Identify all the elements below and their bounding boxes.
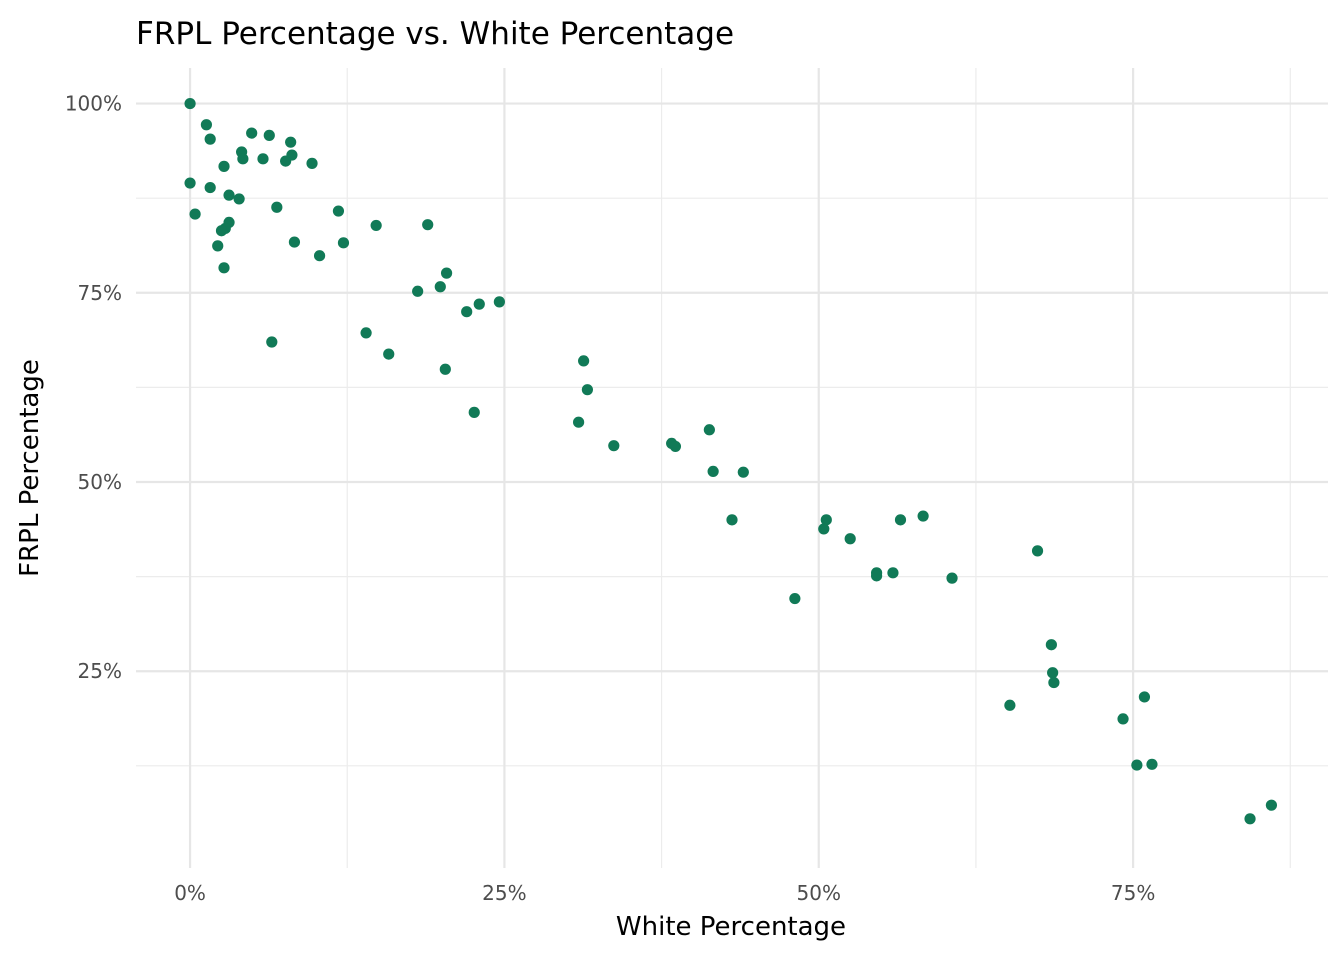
data-point: [870, 570, 883, 582]
x-axis-title: White Percentage: [616, 912, 846, 942]
data-point: [581, 384, 594, 396]
data-point: [473, 298, 485, 310]
data-point: [887, 567, 899, 579]
data-point: [946, 572, 958, 584]
data-point: [669, 440, 682, 453]
chart-title: FRPL Percentage vs. White Percentage: [136, 16, 734, 52]
x-tick-label: 75%: [1111, 881, 1155, 905]
data-point: [1045, 639, 1057, 651]
data-point: [1004, 699, 1016, 711]
data-point: [306, 157, 318, 169]
data-point: [288, 236, 301, 248]
y-tick-label: 75%: [78, 281, 122, 305]
data-point: [1244, 813, 1256, 825]
data-point: [215, 225, 228, 237]
x-axis-ticks: 0% 25% 50% 75%: [174, 881, 1155, 905]
data-point: [422, 219, 434, 231]
data-point: [1031, 545, 1044, 557]
data-point: [246, 127, 258, 139]
data-point: [440, 267, 453, 279]
data-point: [468, 406, 480, 418]
data-point: [789, 592, 801, 605]
data-point: [332, 205, 345, 217]
x-tick-label: 50%: [797, 881, 841, 905]
data-point: [1146, 758, 1158, 770]
data-point: [917, 510, 929, 522]
data-point: [184, 97, 196, 110]
data-point: [266, 336, 278, 348]
data-point: [189, 208, 201, 220]
x-tick-label: 25%: [482, 881, 526, 905]
data-point: [434, 281, 446, 293]
data-point: [818, 523, 830, 535]
data-point: [204, 181, 216, 194]
data-point: [204, 133, 216, 145]
data-point: [1138, 691, 1151, 703]
minor-gridlines: [136, 68, 1328, 868]
data-point: [578, 355, 590, 367]
data-point: [726, 514, 738, 526]
data-point: [218, 160, 230, 172]
y-axis-ticks: 25% 50% 75% 100%: [65, 92, 122, 684]
data-point: [461, 306, 473, 318]
data-point: [737, 466, 749, 478]
data-point: [844, 533, 856, 545]
y-tick-label: 25%: [78, 659, 122, 683]
y-tick-label: 100%: [65, 92, 122, 116]
data-point: [237, 153, 249, 165]
data-point: [233, 193, 245, 205]
data-point: [212, 240, 224, 252]
data-point: [360, 327, 372, 339]
x-tick-label: 0%: [174, 881, 206, 905]
data-point: [703, 424, 715, 436]
data-point: [1047, 667, 1059, 679]
data-point: [1265, 799, 1278, 811]
data-point: [370, 219, 382, 232]
data-point: [439, 363, 451, 375]
data-point: [383, 348, 395, 360]
data-point: [894, 514, 907, 526]
data-point: [271, 201, 283, 213]
data-point: [337, 237, 350, 249]
data-point: [280, 155, 292, 167]
major-gridlines: [136, 68, 1328, 868]
data-point: [313, 250, 326, 262]
data-point: [820, 514, 832, 526]
y-tick-label: 50%: [78, 470, 122, 494]
data-point: [184, 177, 196, 189]
data-point: [1048, 676, 1060, 689]
data-point: [707, 465, 719, 478]
data-points: [184, 97, 1278, 825]
data-point: [223, 189, 235, 201]
data-point: [608, 440, 620, 452]
data-point: [572, 416, 585, 428]
y-axis-title: FRPL Percentage: [15, 359, 45, 577]
data-point: [493, 296, 505, 308]
data-point: [1117, 713, 1129, 725]
data-point: [412, 285, 424, 297]
data-point: [218, 262, 230, 274]
data-point: [200, 119, 213, 131]
data-point: [285, 136, 297, 148]
data-point: [263, 129, 275, 141]
data-point: [1131, 759, 1143, 771]
data-point: [257, 153, 269, 165]
